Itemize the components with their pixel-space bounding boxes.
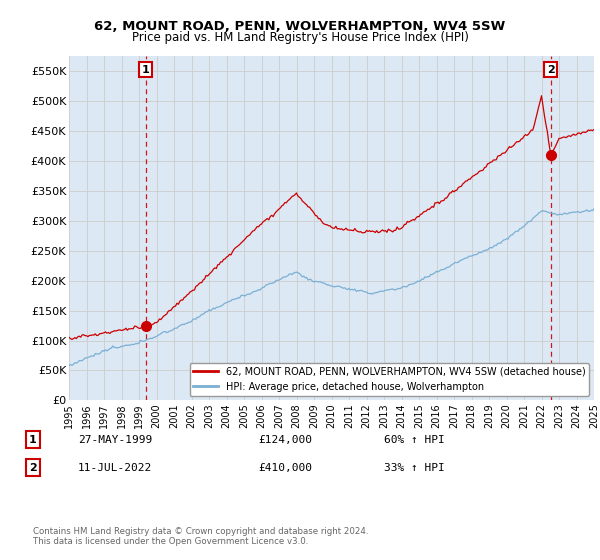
Text: Contains HM Land Registry data © Crown copyright and database right 2024.
This d: Contains HM Land Registry data © Crown c… [33, 526, 368, 546]
Text: £124,000: £124,000 [258, 435, 312, 445]
Text: Price paid vs. HM Land Registry's House Price Index (HPI): Price paid vs. HM Land Registry's House … [131, 31, 469, 44]
Text: 1: 1 [29, 435, 37, 445]
Text: 27-MAY-1999: 27-MAY-1999 [78, 435, 152, 445]
Text: 2: 2 [29, 463, 37, 473]
Text: £410,000: £410,000 [258, 463, 312, 473]
Text: 11-JUL-2022: 11-JUL-2022 [78, 463, 152, 473]
Text: 62, MOUNT ROAD, PENN, WOLVERHAMPTON, WV4 5SW: 62, MOUNT ROAD, PENN, WOLVERHAMPTON, WV4… [94, 20, 506, 32]
Text: 33% ↑ HPI: 33% ↑ HPI [384, 463, 445, 473]
Text: 2: 2 [547, 64, 554, 74]
Text: 60% ↑ HPI: 60% ↑ HPI [384, 435, 445, 445]
Text: 1: 1 [142, 64, 149, 74]
Legend: 62, MOUNT ROAD, PENN, WOLVERHAMPTON, WV4 5SW (detached house), HPI: Average pric: 62, MOUNT ROAD, PENN, WOLVERHAMPTON, WV4… [190, 363, 589, 395]
